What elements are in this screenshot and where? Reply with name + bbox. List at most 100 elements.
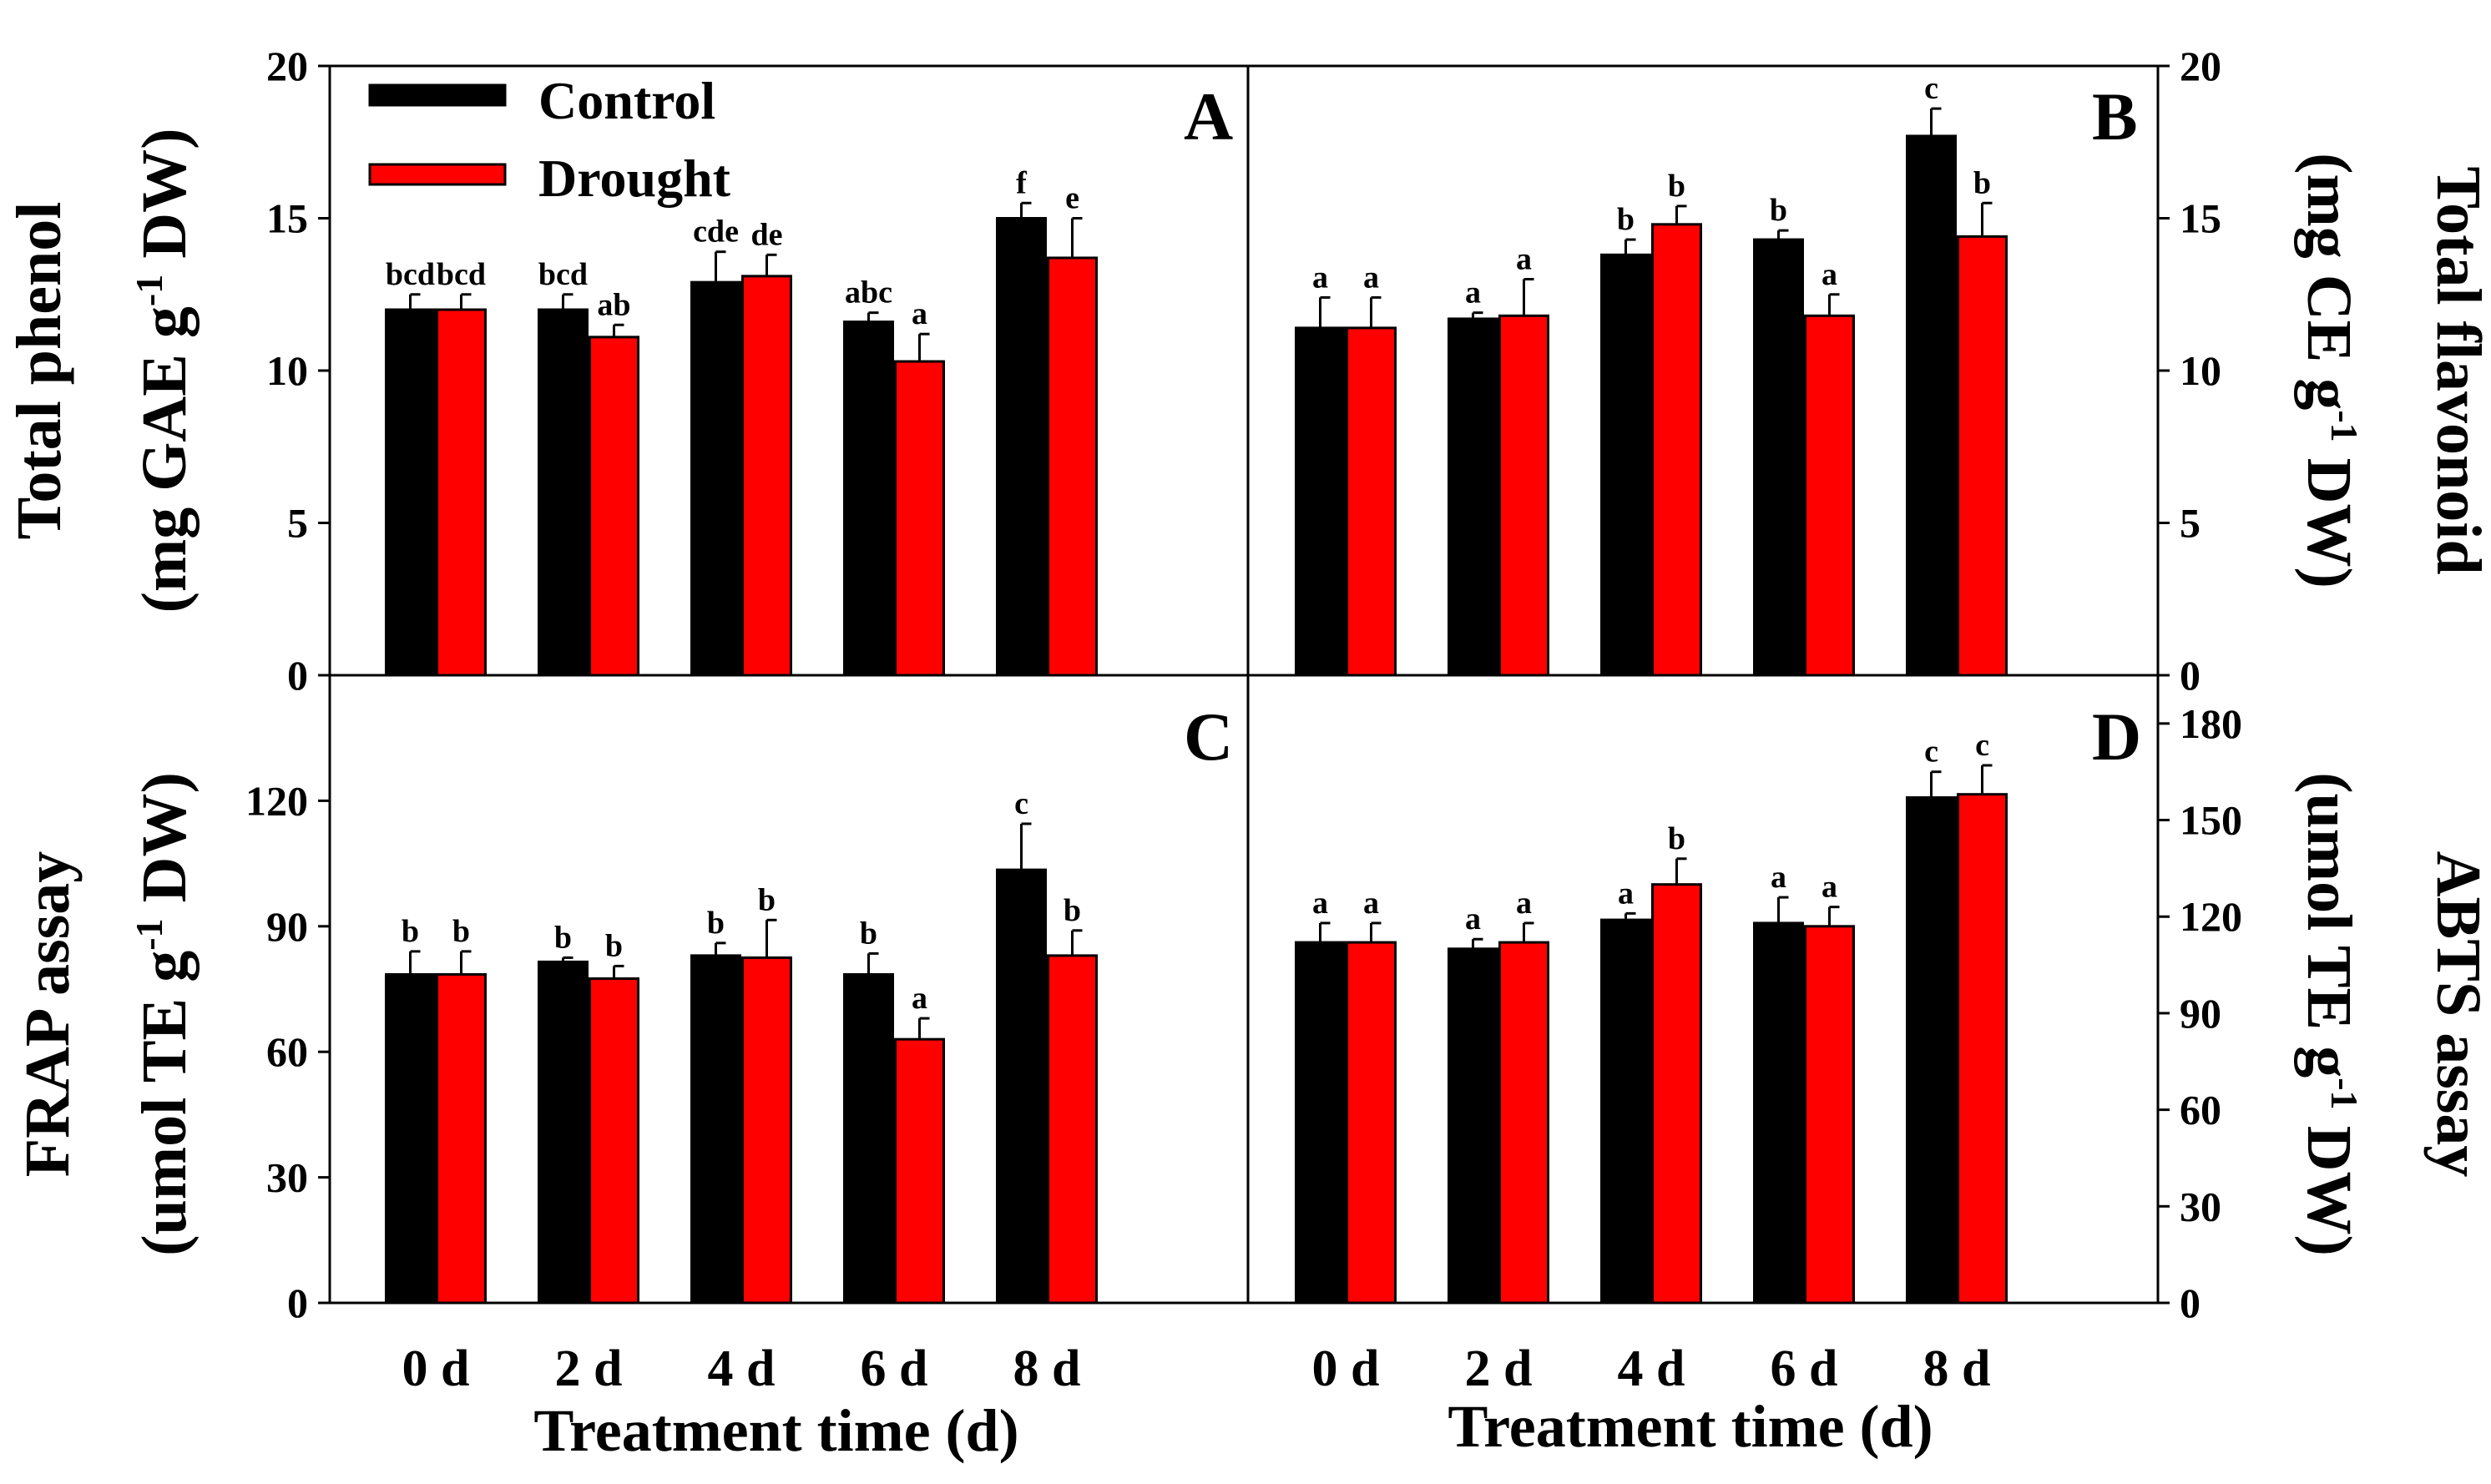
panel-d-sig-label-control: c — [1924, 734, 1938, 770]
panel-d-ylabel-unit-pre: (umol TE g — [2294, 772, 2364, 1078]
panel-a-sig-label-drought: de — [751, 217, 783, 252]
panel-c-bar-drought — [894, 1037, 945, 1305]
x-axis-title-right: Treatment time (d) — [1448, 1393, 1933, 1460]
panel-d-xtick-label: 6 d — [1771, 1340, 1838, 1397]
panel-d-sig-label-control: a — [1771, 860, 1786, 895]
panel-d-ylabel-unit-sup: -1 — [2323, 1078, 2366, 1109]
panel-c-ylabel-unit-sup: -1 — [128, 918, 170, 950]
panel-d-xtick-label: 2 d — [1465, 1340, 1533, 1397]
panel-c-sig-label-control: c — [1014, 786, 1028, 821]
panel-d-ytick-label: 30 — [2180, 1183, 2221, 1229]
panel-d-bar-drought — [1498, 941, 1549, 1305]
panel-a-ylabel-main: Total phenol — [4, 202, 74, 540]
panel-a-sig-label-control: bcd — [538, 257, 588, 292]
panel-b-sig-label-control: a — [1465, 275, 1481, 310]
panel-a-sig-label-drought: bcd — [437, 257, 486, 292]
panel-c-sig-label-control: b — [707, 906, 725, 941]
panel-b-bar-drought — [1651, 223, 1702, 677]
panel-c-bar-control — [538, 960, 589, 1305]
panel-c-sig-label-drought: b — [1064, 893, 1081, 928]
panel-b-bar-control — [1906, 134, 1957, 677]
panel-b-ytick-label: 5 — [2180, 500, 2200, 547]
panel-a-bar-drought — [589, 336, 639, 677]
panel-letter-b: B — [2092, 78, 2138, 154]
panel-c-sig-label-control: b — [554, 920, 572, 955]
panel-d-bar-control — [1906, 796, 1957, 1305]
panel-d-bar-drought — [1957, 793, 2008, 1305]
panel-a-ytick-label: 10 — [266, 347, 308, 394]
panel-c-sig-label-drought: b — [452, 914, 470, 949]
panel-d-frame — [1246, 674, 2160, 1305]
panel-d-ytick-label: 150 — [2180, 797, 2242, 844]
panel-b-ylabel-unit-post: DW) — [2294, 442, 2364, 588]
panel-d-ytick-label: 180 — [2180, 700, 2242, 747]
panel-a-ylabel-unit: (mg GAE g-1 DW) — [128, 129, 200, 613]
panel-d-xtick-label: 8 d — [1923, 1340, 1991, 1397]
panel-a-bar-control — [996, 217, 1047, 677]
panel-a-ytick-label: 0 — [287, 652, 308, 699]
panel-b-sig-label-control: a — [1312, 260, 1328, 295]
panel-b-bar-drought — [1498, 314, 1549, 677]
panel-d-xtick-label: 0 d — [1312, 1340, 1380, 1397]
panel-a-bar-drought — [894, 360, 945, 677]
legend-label-control: Control — [538, 71, 715, 130]
panel-c-ytick-label: 90 — [266, 903, 308, 950]
panel-b-sig-label-drought: a — [1516, 242, 1532, 277]
panel-a-bar-drought — [436, 308, 487, 677]
panel-d-ytick-label: 0 — [2180, 1280, 2200, 1326]
panel-d-bar-control — [1448, 947, 1498, 1305]
panel-b-sig-label-control: c — [1924, 71, 1938, 106]
panel-d-ytick-label: 60 — [2180, 1087, 2221, 1133]
panel-d-sig-label-drought: a — [1363, 886, 1379, 921]
panel-c-xtick-label: 0 d — [402, 1340, 470, 1397]
panel-c-sig-label-control: b — [402, 914, 419, 949]
panel-c-ylabel-main: FRAP assay — [13, 851, 83, 1178]
panel-d-sig-label-drought: b — [1668, 821, 1685, 856]
panel-c-bar-control — [843, 972, 894, 1305]
panel-a-sig-label-control: abc — [845, 275, 892, 310]
panel-a-ylabel-unit-pre: (mg GAE g — [129, 306, 200, 613]
panel-d-bar-control — [1600, 918, 1651, 1305]
panel-c-xtick-label: 6 d — [861, 1340, 928, 1397]
x-axis-title-left: Treatment time (d) — [533, 1397, 1018, 1464]
panel-b-sig-label-drought: b — [1973, 165, 1991, 200]
legend: Control Drought — [368, 71, 731, 208]
panel-b-ylabel-main: Total flavonoid — [2423, 166, 2491, 574]
panel-a-sig-label-control: f — [1016, 165, 1028, 200]
panel-c-bar-drought — [1047, 954, 1098, 1305]
panel-c-bar-drought — [436, 972, 487, 1305]
panel-letter-c: C — [1184, 699, 1233, 775]
panel-a-sig-label-drought: a — [912, 296, 927, 331]
legend-swatch-drought — [368, 163, 507, 186]
panel-c-bar-control — [996, 868, 1047, 1305]
panel-letter-a: A — [1184, 78, 1233, 154]
panel-d-sig-label-control: a — [1465, 901, 1481, 936]
panel-c-xtick-label: 4 d — [708, 1340, 776, 1397]
panel-a-sig-label-control: cde — [693, 215, 739, 250]
panel-b-sig-label-drought: a — [1363, 260, 1379, 295]
panel-b-ylabel-unit: (mg CE g-1 DW) — [2294, 153, 2366, 588]
panel-b-ytick-label: 20 — [2180, 43, 2221, 89]
panel-b-ylabel-unit-pre: (mg CE g — [2294, 153, 2364, 410]
panel-b-ytick-label: 15 — [2180, 195, 2221, 242]
panel-d-bar-control — [1753, 921, 1804, 1305]
panel-b-ytick-label: 0 — [2180, 652, 2200, 699]
legend-label-drought: Drought — [538, 149, 731, 208]
panel-a-ylabel-unit-sup: -1 — [128, 275, 170, 306]
panel-b-bar-drought — [1346, 326, 1397, 677]
panel-a-ytick-label: 20 — [266, 43, 308, 89]
panel-c-ytick-label: 0 — [287, 1280, 308, 1326]
panel-d-ytick-label: 120 — [2180, 893, 2242, 940]
panel-c-sig-label-control: b — [860, 916, 877, 951]
panel-c-xtick-label: 8 d — [1013, 1340, 1081, 1397]
panel-b-sig-label-drought: a — [1822, 257, 1837, 292]
panel-b-ylabel-unit-sup: -1 — [2323, 410, 2366, 442]
panel-d-ylabel-main: ABTS assay — [2423, 851, 2491, 1178]
panel-c-ytick-label: 30 — [266, 1154, 308, 1201]
panel-c-xtick-label: 2 d — [555, 1340, 623, 1397]
panel-c-ylabel-unit: (umol TE g-1 DW) — [128, 772, 200, 1256]
panel-c-ytick-label: 60 — [266, 1028, 308, 1075]
panel-a-ytick-label: 5 — [287, 500, 308, 547]
panel-a-bar-drought — [1047, 256, 1098, 677]
